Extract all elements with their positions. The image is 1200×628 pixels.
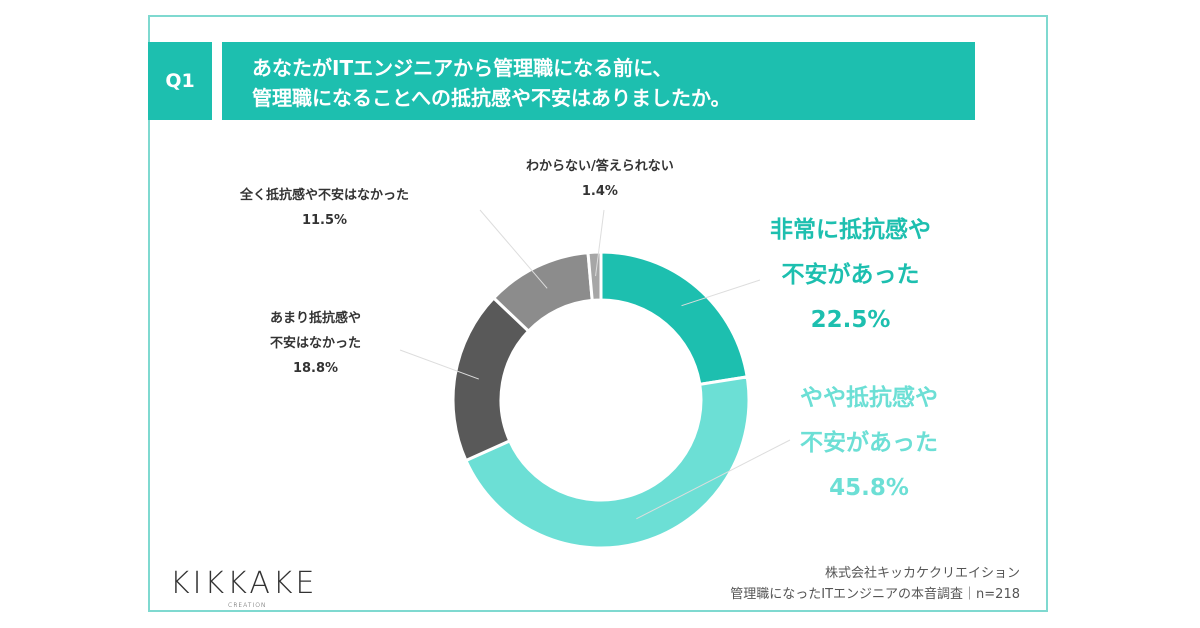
survey-info: 管理職になったITエンジニアの本音調査｜n=218 bbox=[730, 587, 1020, 602]
frame bbox=[148, 15, 1048, 612]
label-very: 非常に抵抗感や 不安があった 22.5% bbox=[770, 217, 931, 333]
slice-1 bbox=[463, 375, 751, 550]
slice-0 bbox=[599, 250, 749, 387]
question-number: Q1 bbox=[148, 42, 212, 120]
kikkake-logo: KIKKAKE CREATION bbox=[170, 566, 318, 609]
company-name: 株式会社キッカケクリエイション bbox=[824, 566, 1020, 581]
slice-4 bbox=[586, 250, 603, 303]
label-somewhat: やや抵抗感や 不安があった 45.8% bbox=[800, 385, 938, 501]
label-not-much: あまり抵抗感や 不安はなかった 18.8% bbox=[270, 311, 362, 376]
title-line-2: 管理職になることへの抵抗感や不安はありましたか。 bbox=[252, 86, 731, 110]
title-line-1: あなたがITエンジニアから管理職になる前に、 bbox=[252, 56, 673, 80]
label-unknown: わからない/答えられない 1.4% bbox=[526, 159, 674, 199]
leader-line-4 bbox=[595, 209, 605, 277]
question-title: あなたがITエンジニアから管理職になる前に、 管理職になることへの抵抗感や不安は… bbox=[222, 42, 975, 120]
leader-line-3 bbox=[479, 209, 548, 289]
label-not-at-all: 全く抵抗感や不安はなかった 11.5% bbox=[240, 188, 410, 228]
leader-line-0 bbox=[681, 279, 761, 307]
leader-line-1 bbox=[636, 439, 791, 520]
leader-line-2 bbox=[399, 349, 479, 380]
credit: 株式会社キッカケクリエイション 管理職になったITエンジニアの本音調査｜n=21… bbox=[730, 563, 1020, 605]
